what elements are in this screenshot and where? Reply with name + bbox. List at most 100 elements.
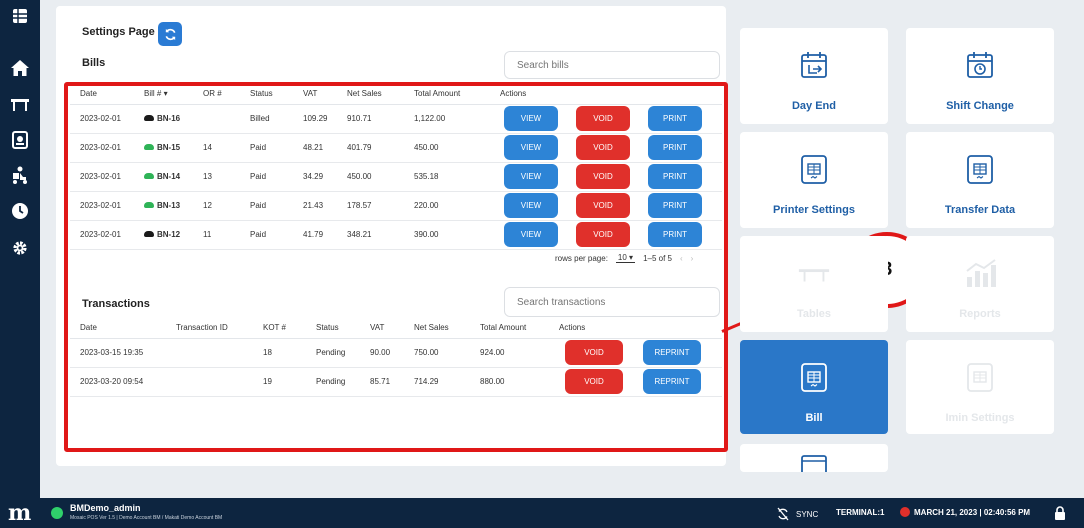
col-kot-number[interactable]: KOT #	[253, 318, 306, 339]
home-icon[interactable]	[8, 56, 32, 80]
void-button[interactable]: VOID	[576, 193, 630, 218]
transaction-actions: VOID REPRINT	[549, 367, 722, 397]
receipt-icon	[963, 152, 997, 186]
view-button[interactable]: VIEW	[504, 135, 558, 160]
void-button[interactable]: VOID	[576, 164, 630, 189]
kot-number: 18	[253, 338, 306, 368]
reprint-button[interactable]: REPRINT	[643, 340, 701, 365]
refresh-button[interactable]	[158, 22, 182, 46]
lock-icon[interactable]	[1054, 506, 1066, 525]
bill-date: 2023-02-01	[70, 220, 134, 250]
tables-icon	[797, 256, 831, 290]
col-bill-number[interactable]: Bill # ▾	[134, 84, 193, 105]
tile-imin-settings[interactable]: Imin Settings	[906, 340, 1054, 434]
bill-actions: VIEW VOID PRINT	[490, 162, 722, 192]
void-button[interactable]: VOID	[576, 135, 630, 160]
view-button[interactable]: VIEW	[504, 222, 558, 247]
tile-shift-change[interactable]: Shift Change	[906, 28, 1054, 124]
terminal-label: TERMINAL:1	[836, 508, 885, 517]
void-button[interactable]: VOID	[576, 106, 630, 131]
tile-printer-settings[interactable]: Printer Settings	[740, 132, 888, 228]
col-date[interactable]: Date	[70, 318, 166, 339]
print-button[interactable]: PRINT	[648, 106, 702, 131]
void-button[interactable]: VOID	[565, 340, 623, 365]
prev-page-icon[interactable]: ‹	[680, 253, 683, 263]
bill-row: 2023-02-01 BN-13 12 Paid 21.43 178.57 220.00 VI…	[70, 191, 722, 221]
search-bills-input[interactable]	[504, 51, 720, 79]
transaction-status: Pending	[306, 338, 360, 368]
col-date[interactable]: Date	[70, 84, 134, 105]
print-button[interactable]: PRINT	[648, 222, 702, 247]
tile-label: Bill	[805, 412, 823, 424]
tile-tables[interactable]: Tables	[740, 236, 888, 332]
window-icon	[800, 454, 828, 472]
rows-per-page-label: rows per page:	[555, 253, 608, 263]
col-status[interactable]: Status	[306, 318, 360, 339]
col-or-number[interactable]: OR #	[193, 84, 240, 105]
bill-status: Billed	[240, 104, 293, 134]
bill-row: 2023-02-01 BN-16 Billed 109.29 910.71 1,122.0…	[70, 104, 722, 134]
date-time: MARCH 21, 2023 | 02:40:56 PM	[914, 508, 1031, 517]
void-button[interactable]: VOID	[565, 369, 623, 394]
tile-label: Reports	[959, 308, 1001, 320]
rows-per-page-select[interactable]: 10 ▾	[615, 253, 636, 263]
tile-transfer-data[interactable]: Transfer Data	[906, 132, 1054, 228]
transaction-row: 2023-03-15 19:35 18 Pending 90.00 750.00 924.…	[70, 338, 722, 368]
transaction-date: 2023-03-15 19:35	[70, 338, 166, 368]
print-button[interactable]: PRINT	[648, 193, 702, 218]
void-button[interactable]: VOID	[576, 222, 630, 247]
bill-number: BN-16	[134, 104, 193, 134]
tile-label: Printer Settings	[773, 204, 855, 216]
bill-number: BN-12	[134, 220, 193, 250]
bill-date: 2023-02-01	[70, 191, 134, 221]
bill-date: 2023-02-01	[70, 162, 134, 192]
view-button[interactable]: VIEW	[504, 164, 558, 189]
col-vat[interactable]: VAT	[360, 318, 404, 339]
bill-vat: 34.29	[293, 162, 337, 192]
sync-button[interactable]: SYNC	[776, 507, 818, 521]
col-total-amount[interactable]: Total Amount	[404, 84, 490, 105]
bill-net-sales: 178.57	[337, 191, 404, 221]
col-transaction-id[interactable]: Transaction ID	[166, 318, 253, 339]
tile-reports[interactable]: Reports	[906, 236, 1054, 332]
print-button[interactable]: PRINT	[648, 164, 702, 189]
col-status[interactable]: Status	[240, 84, 293, 105]
bill-number: BN-14	[134, 162, 193, 192]
highlight-box	[64, 82, 728, 452]
page-title: Settings Page	[82, 26, 155, 38]
clock-icon[interactable]	[8, 199, 32, 223]
search-transactions-input[interactable]	[504, 287, 720, 317]
bill-total: 450.00	[404, 133, 490, 163]
bill-status: Paid	[240, 162, 293, 192]
bill-total: 1,122.00	[404, 104, 490, 134]
receipt-icon	[797, 360, 831, 394]
page-range: 1–5 of 5	[643, 253, 672, 263]
col-vat[interactable]: VAT	[293, 84, 337, 105]
view-button[interactable]: VIEW	[504, 193, 558, 218]
tile-partial[interactable]	[740, 444, 888, 472]
col-total-amount[interactable]: Total Amount	[470, 318, 549, 339]
tile-bill[interactable]: Bill	[740, 340, 888, 434]
transaction-net-sales: 714.29	[404, 367, 470, 397]
print-button[interactable]: PRINT	[648, 135, 702, 160]
view-button[interactable]: VIEW	[504, 106, 558, 131]
bill-row: 2023-02-01 BN-15 14 Paid 48.21 401.79 450.00 VI…	[70, 133, 722, 163]
transactions-header-row: Date Transaction ID KOT # Status VAT Net…	[70, 318, 722, 339]
delivery-icon[interactable]	[8, 163, 32, 187]
transaction-total: 880.00	[470, 367, 549, 397]
reprint-button[interactable]: REPRINT	[643, 369, 701, 394]
transaction-vat: 85.71	[360, 367, 404, 397]
bill-net-sales: 348.21	[337, 220, 404, 250]
col-net-sales[interactable]: Net Sales	[337, 84, 404, 105]
grid-menu-icon[interactable]	[8, 4, 32, 28]
col-net-sales[interactable]: Net Sales	[404, 318, 470, 339]
next-page-icon[interactable]: ›	[690, 253, 694, 263]
receipt-icon	[963, 360, 997, 394]
bill-status: Paid	[240, 191, 293, 221]
tables-icon[interactable]	[8, 92, 32, 116]
settings-icon[interactable]	[8, 236, 32, 260]
cloud-icon	[144, 143, 154, 150]
tile-day-end[interactable]: Day End	[740, 28, 888, 124]
receipt-scan-icon[interactable]	[8, 128, 32, 152]
sync-label: SYNC	[796, 509, 819, 519]
